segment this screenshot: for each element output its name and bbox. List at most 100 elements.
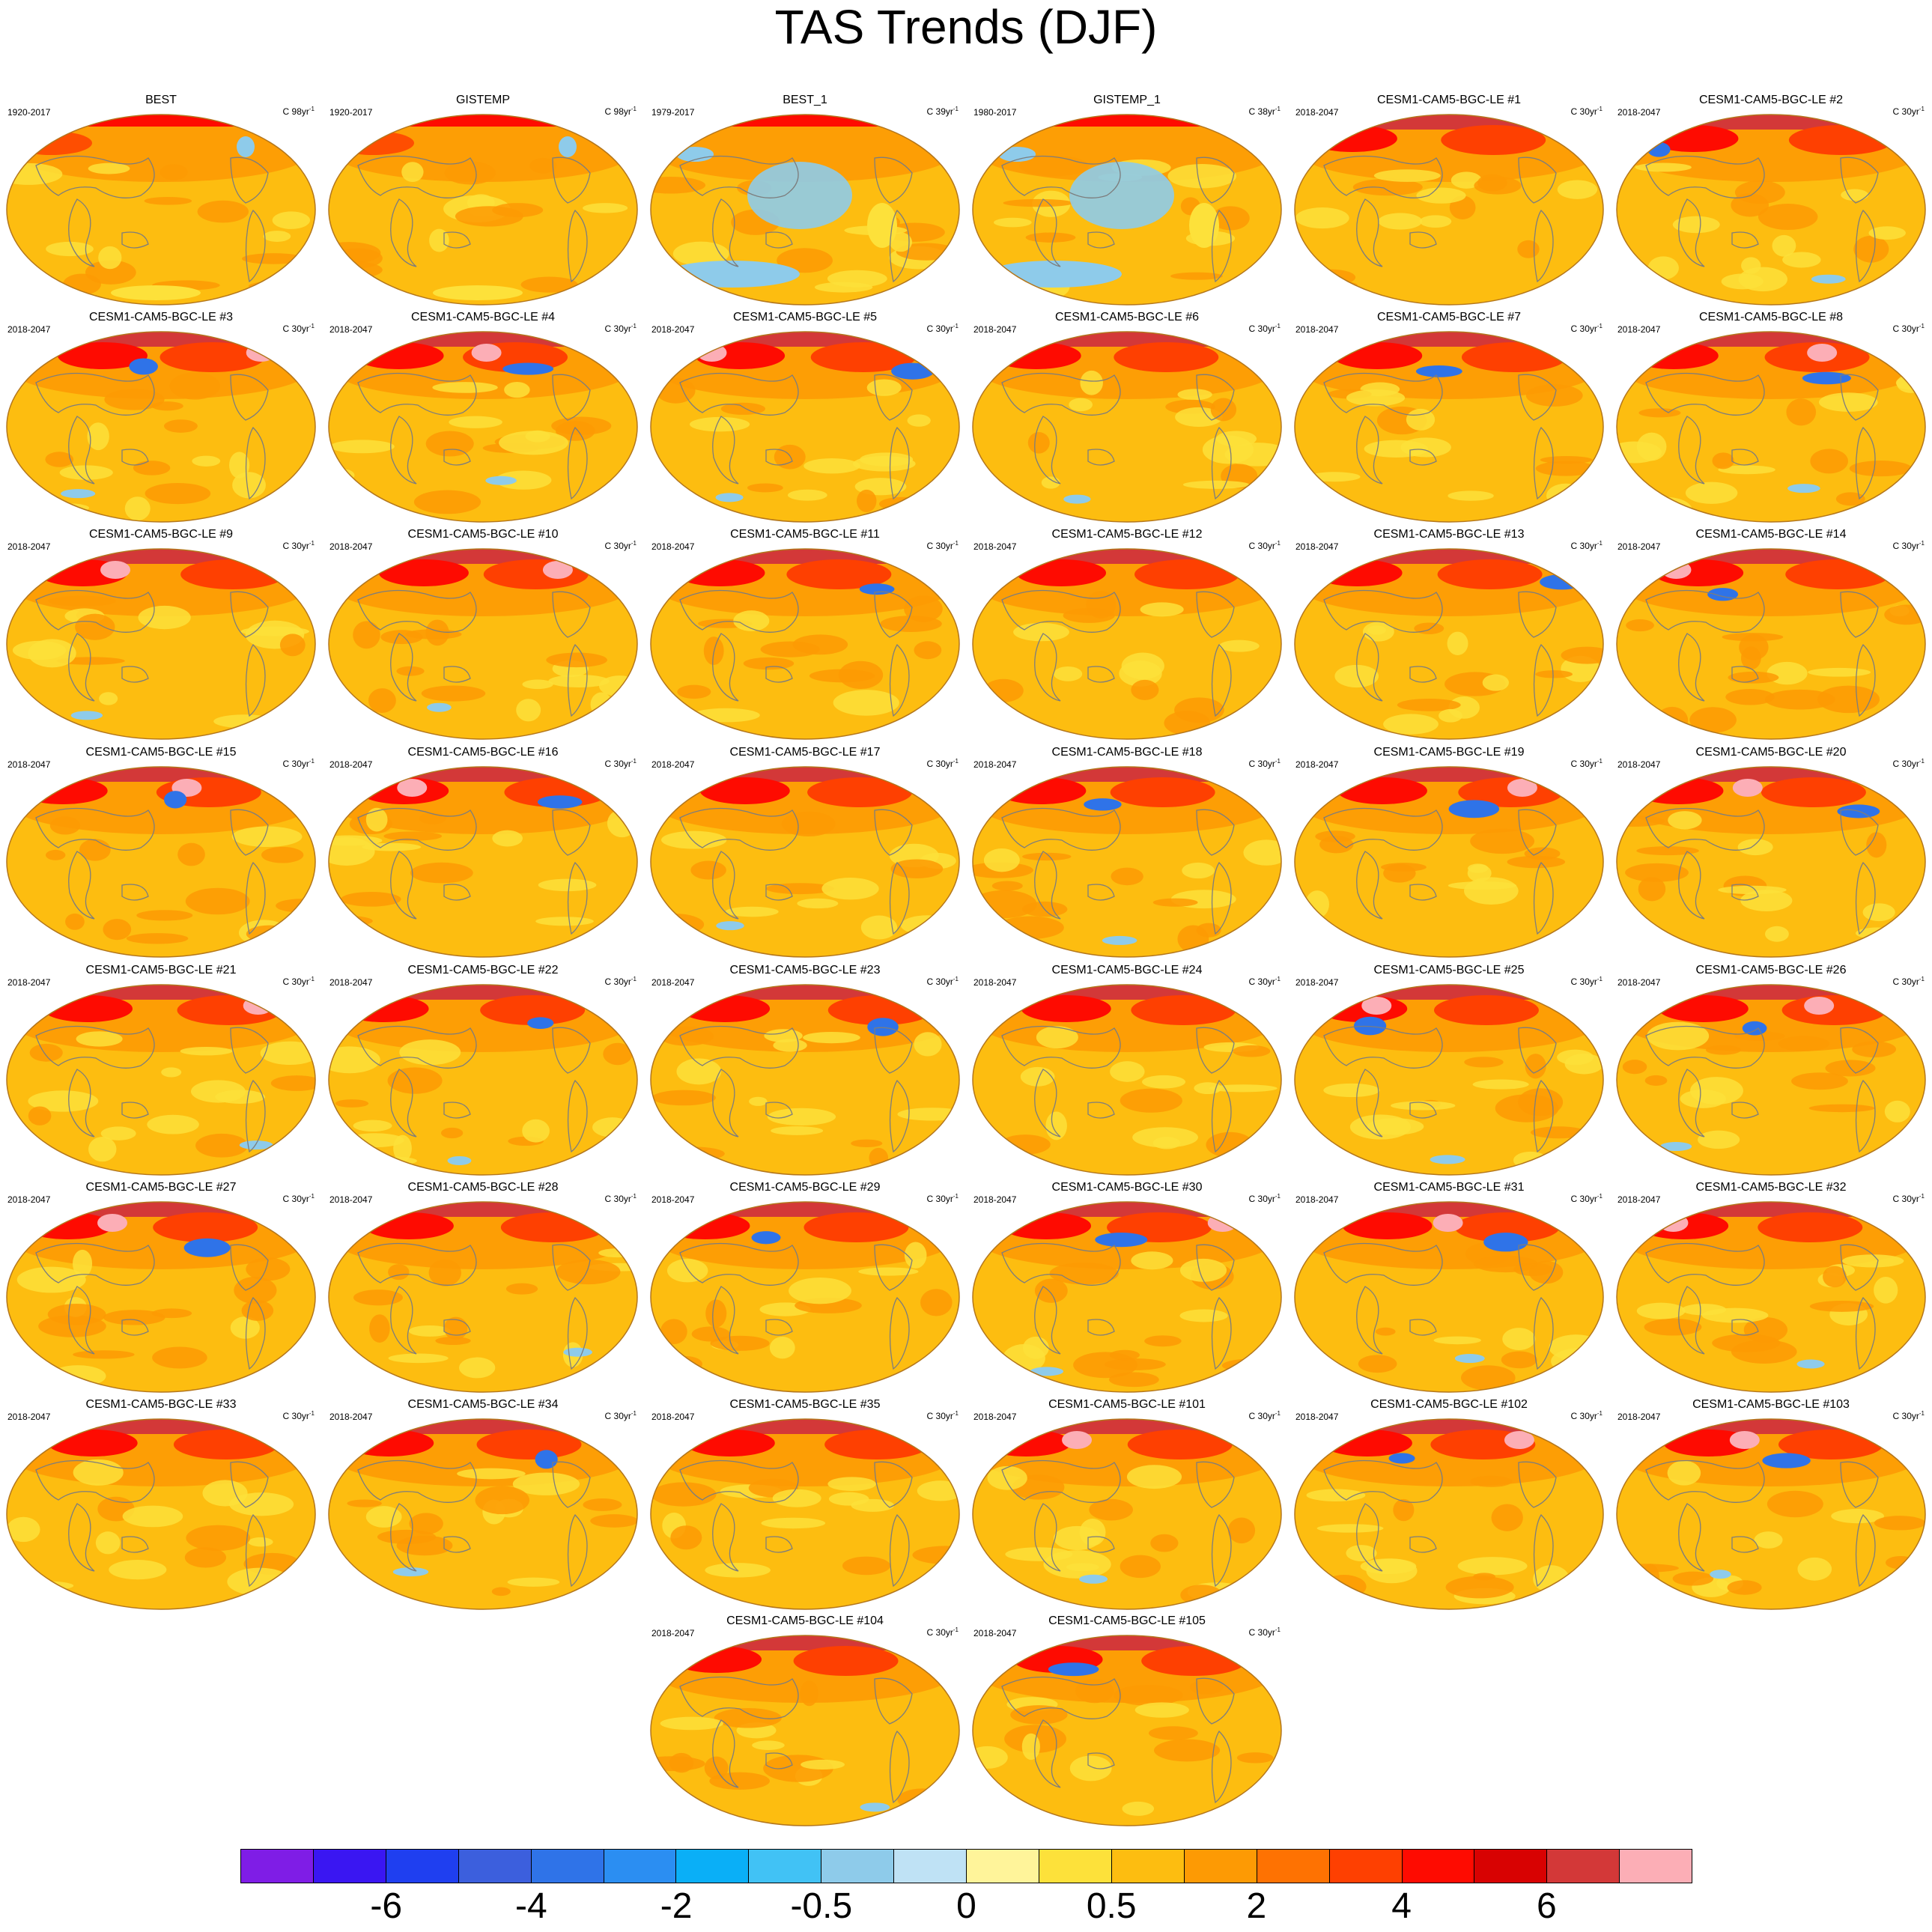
panel-title: CESM1-CAM5-BGC-LE #33 bbox=[85, 1398, 237, 1411]
colorbar-box bbox=[1620, 1850, 1692, 1883]
panel-unit-exponent: -1 bbox=[631, 1410, 637, 1417]
map-panel: CESM1-CAM5-BGC-LE #4 2018-2047 C 30yr-1 bbox=[322, 311, 644, 528]
panel-unit: C 30yr-1 bbox=[1571, 321, 1603, 334]
panel-unit-text: C 30yr bbox=[1570, 1411, 1597, 1421]
world-map bbox=[6, 766, 316, 958]
panel-unit-text: C 30yr bbox=[926, 759, 953, 769]
world-map bbox=[328, 548, 638, 740]
panel-title: CESM1-CAM5-BGC-LE #24 bbox=[1051, 964, 1203, 976]
panel-period: 2018-2047 bbox=[7, 977, 51, 988]
panel-unit-text: C 30yr bbox=[926, 541, 953, 551]
panel-unit-exponent: -1 bbox=[1597, 1410, 1603, 1417]
panel-period: 2018-2047 bbox=[7, 759, 51, 770]
panel-title: CESM1-CAM5-BGC-LE #16 bbox=[407, 746, 559, 759]
panel-unit-exponent: -1 bbox=[1275, 976, 1281, 982]
map-panel: CESM1-CAM5-BGC-LE #6 2018-2047 C 30yr-1 bbox=[966, 311, 1288, 528]
panel-period: 2018-2047 bbox=[973, 324, 1017, 335]
panel-unit: C 30yr-1 bbox=[283, 538, 315, 551]
world-map bbox=[650, 1635, 960, 1826]
panel-period: 2018-2047 bbox=[651, 324, 695, 335]
world-map bbox=[6, 114, 316, 306]
panel-title: CESM1-CAM5-BGC-LE #2 bbox=[1698, 94, 1844, 106]
panel-unit-exponent: -1 bbox=[1919, 1193, 1925, 1200]
panel-unit: C 30yr-1 bbox=[927, 974, 959, 987]
panel-period: 2018-2047 bbox=[973, 1194, 1017, 1205]
world-map bbox=[328, 1418, 638, 1610]
world-map bbox=[1616, 1418, 1926, 1610]
map-panel: CESM1-CAM5-BGC-LE #9 2018-2047 C 30yr-1 bbox=[0, 528, 322, 745]
map-panel: CESM1-CAM5-BGC-LE #102 2018-2047 C 30yr-1 bbox=[1288, 1398, 1610, 1615]
map-panel: CESM1-CAM5-BGC-LE #30 2018-2047 C 30yr-1 bbox=[966, 1181, 1288, 1398]
panel-period: 2018-2047 bbox=[7, 541, 51, 552]
panel-unit: C 30yr-1 bbox=[1249, 1409, 1281, 1421]
map-panel: CESM1-CAM5-BGC-LE #27 2018-2047 C 30yr-1 bbox=[0, 1181, 322, 1398]
map-panel: CESM1-CAM5-BGC-LE #105 2018-2047 C 30yr-1 bbox=[966, 1614, 1288, 1832]
world-map bbox=[972, 1201, 1282, 1393]
world-map bbox=[1616, 331, 1926, 523]
panel-period: 2018-2047 bbox=[651, 541, 695, 552]
panel-period: 2018-2047 bbox=[1295, 977, 1339, 988]
panel-period: 2018-2047 bbox=[329, 1412, 373, 1422]
world-map bbox=[1616, 984, 1926, 1176]
world-map bbox=[1294, 1418, 1604, 1610]
panel-unit-text: C 30yr bbox=[1248, 976, 1275, 987]
panel-title: CESM1-CAM5-BGC-LE #15 bbox=[85, 746, 237, 759]
panel-unit-text: C 30yr bbox=[926, 1194, 953, 1204]
map-panel: CESM1-CAM5-BGC-LE #24 2018-2047 C 30yr-1 bbox=[966, 964, 1288, 1181]
panel-unit-text: C 30yr bbox=[1248, 323, 1275, 334]
panel-unit-exponent: -1 bbox=[309, 1410, 315, 1417]
panel-unit-text: C 30yr bbox=[282, 976, 309, 987]
panel-unit-exponent: -1 bbox=[1597, 323, 1603, 329]
map-panel: CESM1-CAM5-BGC-LE #11 2018-2047 C 30yr-1 bbox=[644, 528, 966, 745]
panel-period: 2018-2047 bbox=[651, 1412, 695, 1422]
panel-title: CESM1-CAM5-BGC-LE #22 bbox=[407, 964, 559, 976]
panel-unit-text: C 30yr bbox=[282, 1411, 309, 1421]
panel-unit-exponent: -1 bbox=[631, 106, 637, 112]
panel-unit: C 30yr-1 bbox=[1571, 756, 1603, 769]
panel-unit-text: C 30yr bbox=[1892, 1411, 1919, 1421]
panel-unit-text: C 30yr bbox=[604, 1194, 631, 1204]
panel-unit: C 30yr-1 bbox=[1893, 538, 1925, 551]
panel-unit-exponent: -1 bbox=[1919, 540, 1925, 547]
map-panel: CESM1-CAM5-BGC-LE #3 2018-2047 C 30yr-1 bbox=[0, 311, 322, 528]
panel-title: CESM1-CAM5-BGC-LE #31 bbox=[1373, 1181, 1525, 1194]
panel-unit-text: C 30yr bbox=[926, 323, 953, 334]
panel-title: CESM1-CAM5-BGC-LE #103 bbox=[1692, 1398, 1850, 1411]
panel-unit-exponent: -1 bbox=[1597, 1193, 1603, 1200]
panel-unit-text: C 30yr bbox=[1248, 1194, 1275, 1204]
panel-unit-text: C 30yr bbox=[1570, 106, 1597, 117]
colorbar-box bbox=[967, 1850, 1039, 1883]
map-panel: CESM1-CAM5-BGC-LE #8 2018-2047 C 30yr-1 bbox=[1610, 311, 1932, 528]
map-panel: CESM1-CAM5-BGC-LE #35 2018-2047 C 30yr-1 bbox=[644, 1398, 966, 1615]
panel-period: 2018-2047 bbox=[1295, 1194, 1339, 1205]
map-panel: CESM1-CAM5-BGC-LE #29 2018-2047 C 30yr-1 bbox=[644, 1181, 966, 1398]
panel-unit-exponent: -1 bbox=[631, 976, 637, 982]
colorbar-box bbox=[313, 1850, 386, 1883]
map-panel: CESM1-CAM5-BGC-LE #25 2018-2047 C 30yr-1 bbox=[1288, 964, 1610, 1181]
panel-period: 2018-2047 bbox=[1617, 977, 1661, 988]
panel-unit: C 30yr-1 bbox=[283, 321, 315, 334]
panel-unit-exponent: -1 bbox=[1919, 758, 1925, 765]
panel-unit: C 30yr-1 bbox=[927, 538, 959, 551]
panel-unit-exponent: -1 bbox=[953, 758, 959, 765]
world-map bbox=[1294, 1201, 1604, 1393]
colorbar-box bbox=[531, 1850, 604, 1883]
world-map bbox=[328, 766, 638, 958]
colorbar-label: -6 bbox=[370, 1886, 403, 1926]
map-panel: CESM1-CAM5-BGC-LE #20 2018-2047 C 30yr-1 bbox=[1610, 746, 1932, 963]
world-map bbox=[6, 331, 316, 523]
panel-unit-text: C 30yr bbox=[1570, 541, 1597, 551]
panel-title: CESM1-CAM5-BGC-LE #104 bbox=[726, 1614, 884, 1627]
panel-period: 2018-2047 bbox=[973, 759, 1017, 770]
panel-unit: C 30yr-1 bbox=[605, 756, 637, 769]
map-panel: CESM1-CAM5-BGC-LE #15 2018-2047 C 30yr-1 bbox=[0, 746, 322, 963]
world-map bbox=[972, 548, 1282, 740]
panel-unit: C 30yr-1 bbox=[927, 1625, 959, 1638]
colorbar-box bbox=[386, 1850, 459, 1883]
panel-unit: C 30yr-1 bbox=[1249, 756, 1281, 769]
world-map bbox=[650, 766, 960, 958]
panel-unit-text: C 30yr bbox=[1892, 106, 1919, 117]
panel-title: CESM1-CAM5-BGC-LE #4 bbox=[410, 311, 556, 323]
panel-unit: C 30yr-1 bbox=[1571, 1191, 1603, 1204]
panel-unit: C 30yr-1 bbox=[605, 538, 637, 551]
